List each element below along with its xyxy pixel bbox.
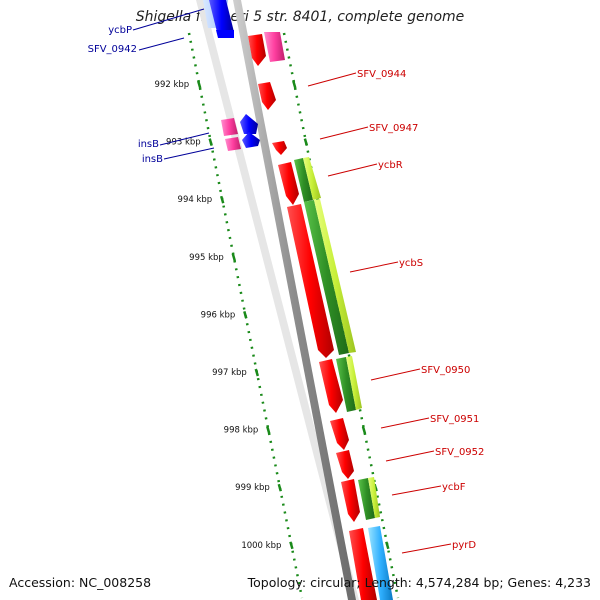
leader-ycbP [132,8,205,31]
gene-label-ycbF: ycbF [442,482,466,493]
gene-label-insB-2: insB [142,154,163,165]
ruler-tick-mark [361,426,367,434]
gene-ycbR-feature [278,162,299,205]
gene-ycbP-body [209,0,234,32]
gene-SFV_0950-green [336,357,356,412]
gene-label-SFV_0942: SFV_0942 [88,44,137,55]
gene-SFV_0950-feature [319,359,343,413]
ruler-tick-mark [208,138,213,146]
gene-ycbS-lime [314,199,356,353]
ruler-tick-mark [289,541,294,550]
gene-label-SFV_0944: SFV_0944 [357,69,406,80]
gene-label-insB-1: insB [138,139,159,150]
ruler-tick-label: 996 kbp [201,310,236,320]
gene-SFV_0950-lime [346,356,362,410]
gene-SFV_0942-feature [216,30,234,38]
ruler-tick-mark [292,80,297,89]
leader-pyrD [401,543,452,554]
gene-label-pyrD: pyrD [452,540,476,551]
leader-SFV_0951 [380,417,430,429]
accession-text: Accession: NC_008258 [9,575,152,590]
gene-SFV_0947-feature [258,82,276,110]
genome-summary-text: Topology: circular; Length: 4,574,284 bp… [247,575,591,590]
gene-label-SFV_0950: SFV_0950 [421,365,470,376]
gene-SFV_0944-pink-feature [264,32,285,62]
leader-ycbS [349,261,399,273]
gene-ycbS-feature [287,204,334,358]
ruler-tick-mark [196,80,202,89]
gene-label-SFV_0947: SFV_0947 [369,123,418,134]
gene-pyrD-cyan [368,526,393,600]
gene-insB-blue-1 [240,114,258,134]
gene-pyrD-feature [349,528,377,600]
gene-insB-pink-2 [225,137,241,151]
gene-ycbS-green [304,200,349,355]
gene-ycbR-green [294,158,313,202]
leader-SFV_0944 [307,72,357,87]
ruler-tick-label: 994 kbp [178,195,213,205]
gene-label-ycbP: ycbP [108,25,132,36]
gene-ycbR-lime [303,157,321,200]
gene-insB-pink-1 [221,118,238,136]
ruler-tick-mark [254,368,260,377]
gene-ycbF-green [358,478,375,520]
leader-insB-2 [163,147,215,160]
ruler-tick-label: 997 kbp [212,368,247,378]
leader-insB-1 [159,132,210,146]
gene-SFV_0944-feature [248,34,266,66]
leader-SFV_0947 [319,126,369,140]
leader-SFV_0952 [385,450,435,462]
leader-SFV_0942 [138,37,185,51]
ruler-tick-mark [303,138,309,146]
ruler-tick-mark [219,195,225,204]
ruler-tick-mark [277,483,283,492]
ruler-tick-mark [266,426,271,434]
ruler-tick-mark [385,541,390,550]
gene-ycbF-feature [341,479,360,522]
gene-insB-blue-2 [242,132,260,148]
leader-SFV_0950 [370,368,421,381]
leader-ycbR [327,163,378,177]
ruler-tick-mark [243,311,248,319]
ruler-tick-label: 992 kbp [155,80,190,90]
backbone-shadow [196,0,359,600]
ruler-tick-label: 993 kbp [166,138,201,148]
ruler-tick-mark [231,253,237,262]
backbone [196,0,359,600]
gene-SFV_0951-feature [330,418,349,450]
ruler-tick-label: 999 kbp [235,483,270,493]
gene-label-ycbS: ycbS [399,258,423,269]
ruler-tick-label: 995 kbp [189,253,224,263]
leader-ycbF [391,485,442,496]
genome-backbone [233,0,356,600]
ruler-tick-label: 1000 kbp [241,541,281,551]
gene-label-ycbR: ycbR [378,160,403,171]
ruler-tick-label: 998 kbp [224,426,259,436]
gene-features [203,0,393,600]
gene-SFV_0952-feature [336,450,354,479]
gene-labels: SFV_0944 SFV_0947 ycbR ycbS SFV_0950 SFV… [88,25,485,551]
gene-ycbF-lime [368,477,380,518]
gene-label-SFV_0952: SFV_0952 [435,447,484,458]
gene-small-red-feature [272,141,287,155]
gene-label-SFV_0951: SFV_0951 [430,414,479,425]
label-leader-lines [132,8,452,554]
